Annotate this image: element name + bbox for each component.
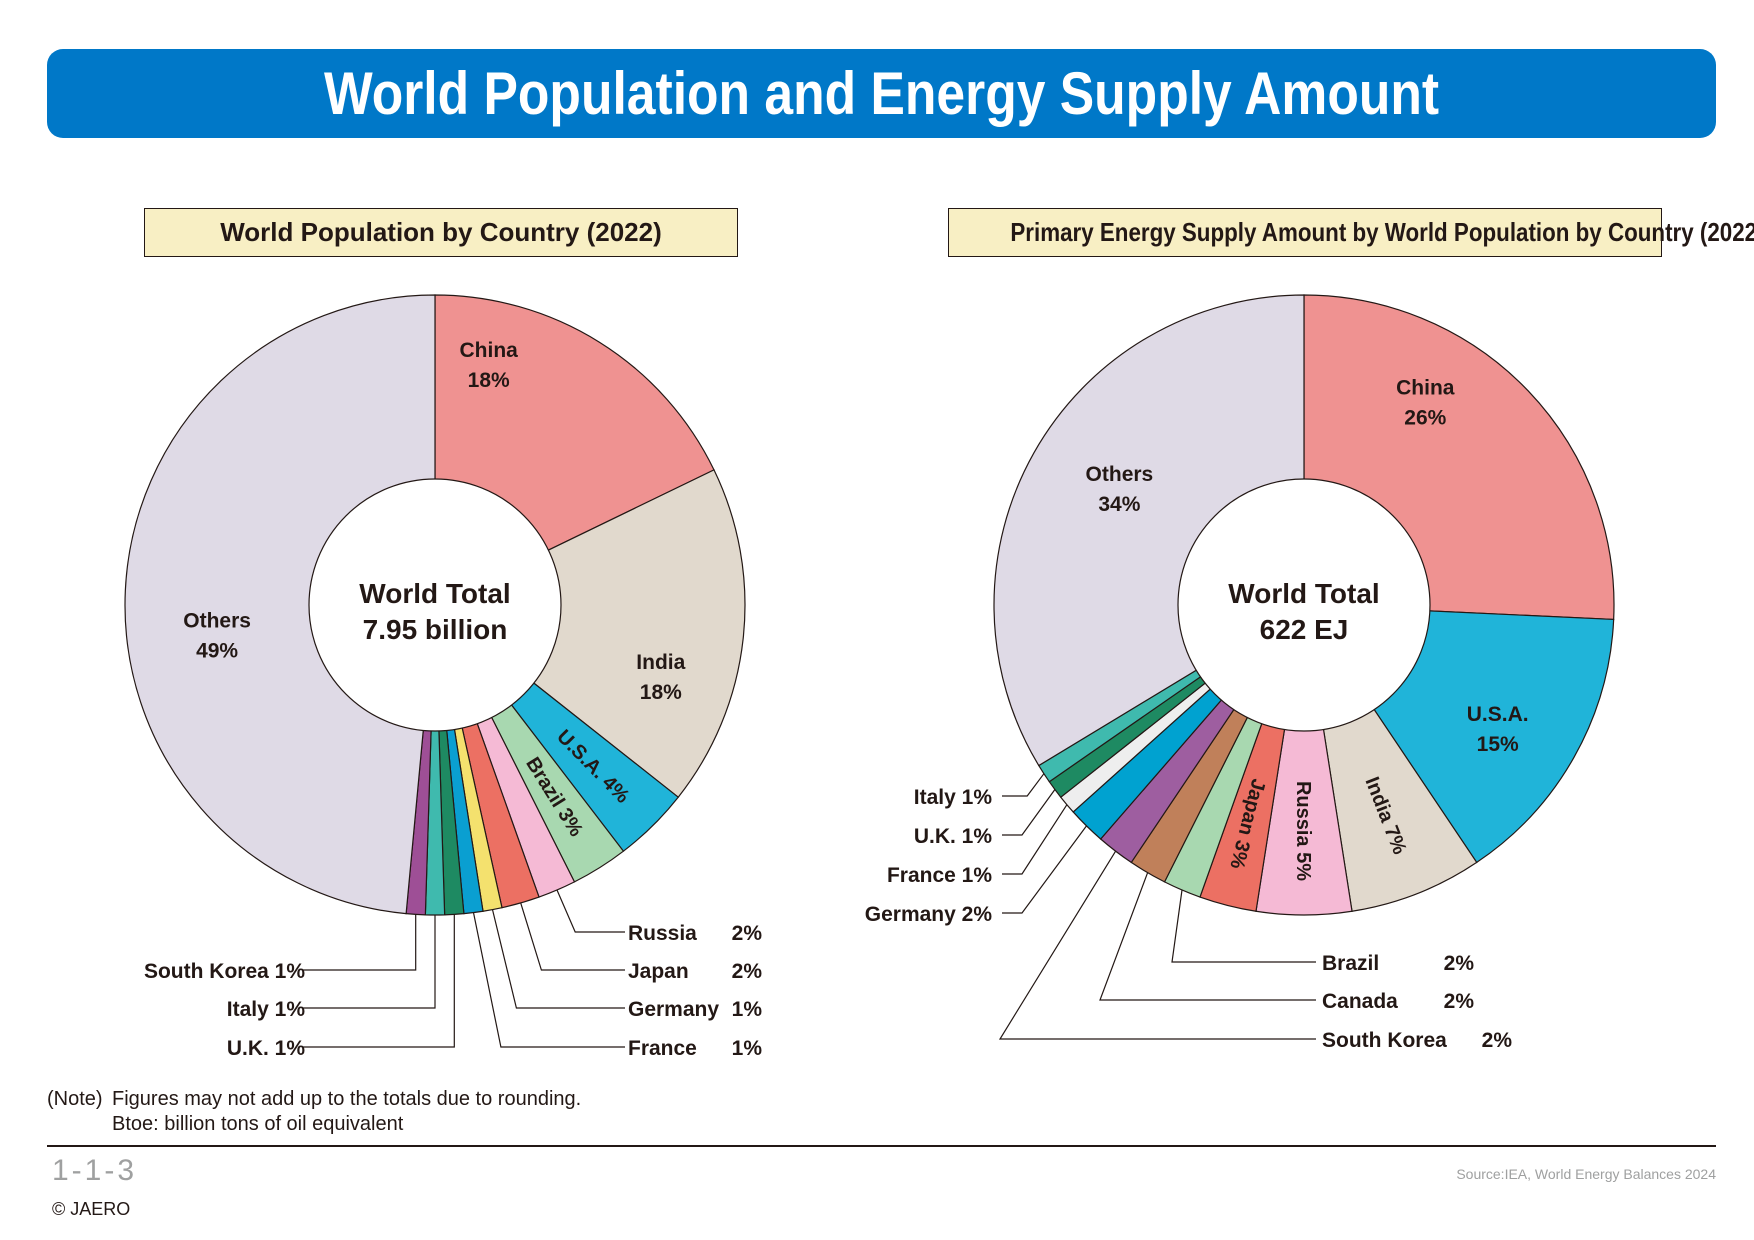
note-text-1: Figures may not add up to the totals due… [112, 1088, 582, 1110]
label-china-value: 26% [1404, 407, 1446, 430]
label-canada-name: Canada [1322, 990, 1398, 1013]
label-brazil-name: Brazil [1322, 952, 1379, 975]
label-u-k: U.K. 1% [227, 1037, 306, 1060]
label-france-name: France [628, 1037, 697, 1060]
center-label-value: 622 EJ [1260, 614, 1349, 645]
label-others-value: 34% [1098, 493, 1140, 516]
leader-line-italy [1002, 773, 1045, 797]
leader-line-u-k [1002, 789, 1056, 836]
leader-line-italy [303, 915, 436, 1009]
label-russia-name: Russia [628, 922, 697, 945]
label-russia: Russia 5% [1292, 781, 1314, 881]
label-germany-name: Germany [628, 998, 719, 1021]
label-u-s-a-value: 15% [1477, 733, 1519, 756]
label-canada-value: 2% [1444, 990, 1475, 1013]
leader-line-u-k [303, 914, 455, 1048]
leader-line-germany [1002, 825, 1087, 914]
leader-line-germany [491, 909, 625, 1009]
note-line-1: (Note) Figures may not add up to the tota… [47, 1087, 581, 1112]
leader-line-russia [556, 889, 625, 933]
label-others-name: Others [1086, 463, 1154, 486]
leader-line-south-korea [303, 914, 417, 971]
leader-line-south-korea [998, 850, 1316, 1040]
label-germany-value: 1% [732, 998, 763, 1021]
center-hole [1177, 478, 1431, 732]
slice-others [124, 294, 436, 915]
label-japan-value: 2% [732, 960, 763, 983]
label-japan-name: Japan [628, 960, 689, 983]
leader-line-france [1002, 804, 1068, 875]
page-number: 1-1-3 [52, 1154, 138, 1187]
label-south-korea-value: 2% [1482, 1029, 1513, 1052]
label-china-value: 18% [468, 369, 510, 392]
leader-line-france [472, 912, 625, 1048]
right-chart-title-text: Primary Energy Supply Amount by World Po… [1010, 217, 1754, 247]
title-banner: World Population and Energy Supply Amoun… [47, 49, 1716, 138]
label-russia-value: 2% [732, 922, 763, 945]
note-line-2: Btoe: billion tons of oil equivalent [112, 1113, 404, 1135]
note-label: (Note) [47, 1088, 103, 1110]
label-others-name: Others [183, 610, 251, 633]
label-u-k: U.K. 1% [914, 825, 993, 848]
label-u-s-a-name: U.S.A. [1467, 703, 1529, 726]
label-india-value: 18% [640, 681, 682, 704]
label-italy: Italy 1% [227, 998, 306, 1021]
label-china-name: China [1396, 377, 1455, 400]
note-block: (Note) Figures may not add up to the tota… [47, 1087, 581, 1137]
center-label-value: 7.95 billion [363, 614, 508, 645]
label-south-korea: South Korea 1% [144, 960, 305, 983]
footer-divider [47, 1145, 1716, 1147]
label-italy: Italy 1% [914, 786, 993, 809]
label-brazil-value: 2% [1444, 952, 1475, 975]
label-france: France 1% [887, 864, 992, 887]
label-france-value: 1% [732, 1037, 763, 1060]
population-pie-chart: World Total 7.95 billion China 18% India 18% U… [124, 294, 763, 1060]
leader-line-japan [520, 902, 625, 971]
label-south-korea-name: South Korea [1322, 1029, 1447, 1052]
label-others-value: 49% [196, 640, 238, 663]
center-label-title: World Total [359, 578, 510, 609]
left-chart-title: World Population by Country (2022) [144, 208, 738, 257]
leader-line-canada [1099, 872, 1316, 1001]
label-india-name: India [636, 651, 685, 674]
leader-line-brazil [1171, 889, 1316, 963]
center-label-title: World Total [1228, 578, 1379, 609]
center-hole [308, 478, 562, 732]
label-germany: Germany 2% [865, 903, 993, 926]
slice-india [433, 469, 746, 799]
label-china-name: China [460, 339, 519, 362]
page-title: World Population and Energy Supply Amoun… [323, 60, 1440, 127]
source-credit: Source:IEA, World Energy Balances 2024 [1456, 1166, 1716, 1182]
right-chart-title: Primary Energy Supply Amount by World Po… [948, 208, 1754, 257]
copyright: © JAERO [52, 1199, 131, 1219]
